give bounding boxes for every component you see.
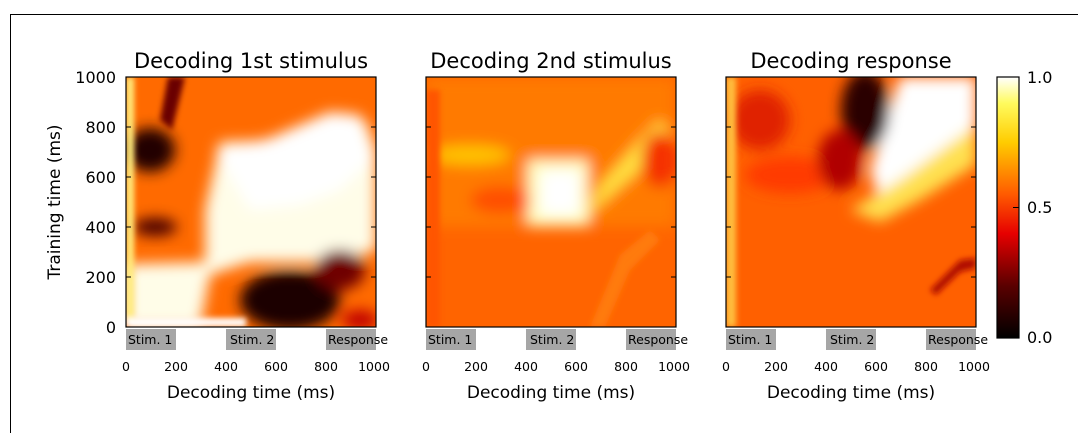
y-tick-label: 1000 [75, 68, 116, 87]
heatmap-panel-3 [725, 76, 977, 328]
x-tick-label: 800 [614, 359, 638, 374]
x-tick-label: 600 [264, 359, 288, 374]
epoch-label: Response [628, 332, 688, 347]
x-tick-label: 800 [914, 359, 938, 374]
x-tick-label: 0 [722, 359, 730, 374]
x-ticks-panel-2: 0 200 400 600 800 1000 [422, 359, 690, 374]
epoch-label: Response [328, 332, 388, 347]
x-ticks-panel-3: 0 200 400 600 800 1000 [722, 359, 990, 374]
epoch-bar [826, 329, 876, 350]
x-axis-label-panel-3: Decoding time (ms) [767, 383, 935, 403]
colorbar: 1.0 0.5 0.0 [996, 68, 1052, 347]
colorbar-tick-label: 1.0 [1027, 68, 1052, 87]
heatmap-panel-1 [125, 76, 377, 328]
panel-1-title: Decoding 1st stimulus [134, 49, 368, 73]
epoch-bars: Stim. 1 Stim. 2 Response Stim. 1 Stim. 2… [126, 329, 988, 350]
heatmap-3-image [726, 77, 976, 327]
epoch-label: Response [928, 332, 988, 347]
epoch-label: Stim. 2 [830, 332, 874, 347]
epoch-bar [726, 329, 776, 350]
x-tick-label: 200 [764, 359, 788, 374]
heatmap-2-frame [425, 76, 677, 328]
x-tick-label: 400 [514, 359, 538, 374]
heatmap-1-frame [125, 76, 377, 328]
x-tick-label: 1000 [958, 359, 990, 374]
x-tick-label: 1000 [658, 359, 690, 374]
y-axis-label: Training time (ms) [45, 125, 65, 281]
x-tick-label: 1000 [358, 359, 390, 374]
panel-3-title: Decoding response [750, 49, 951, 73]
epoch-bar [626, 329, 676, 350]
x-tick-label: 400 [214, 359, 238, 374]
x-axis-label-panel-1: Decoding time (ms) [167, 383, 335, 403]
x-axis-label-panel-2: Decoding time (ms) [467, 383, 635, 403]
epoch-bar [526, 329, 576, 350]
x-tick-label: 600 [564, 359, 588, 374]
epoch-bar [926, 329, 976, 350]
y-tick-label: 400 [85, 218, 116, 237]
heatmap-1-image [126, 77, 376, 327]
epoch-label: Stim. 2 [530, 332, 574, 347]
epoch-bar [426, 329, 476, 350]
epoch-label: Stim. 1 [428, 332, 472, 347]
colorbar-tick-label: 0.0 [1027, 328, 1052, 347]
panel-2-title: Decoding 2nd stimulus [430, 49, 672, 73]
x-ticks-panel-1: 0 200 400 600 800 1000 [122, 359, 390, 374]
y-tick-marks [126, 126, 976, 278]
x-tick-label: 200 [464, 359, 488, 374]
heatmap-3-frame [725, 76, 977, 328]
x-tick-label: 800 [314, 359, 338, 374]
y-ticks: 0 200 400 600 800 1000 [75, 68, 116, 337]
x-tick-label: 600 [864, 359, 888, 374]
epoch-label: Stim. 2 [230, 332, 274, 347]
epoch-label: Stim. 1 [128, 332, 172, 347]
y-tick-label: 200 [85, 268, 116, 287]
heatmap-2-image [426, 77, 676, 327]
colorbar-tick-label: 0.5 [1027, 198, 1052, 217]
x-tick-label: 0 [422, 359, 430, 374]
x-tick-label: 400 [814, 359, 838, 374]
epoch-bar [126, 329, 176, 350]
y-tick-label: 800 [85, 118, 116, 137]
epoch-bar [226, 329, 276, 350]
colorbar-gradient [997, 77, 1019, 338]
epoch-bar [326, 329, 376, 350]
heatmap-panel-2 [425, 76, 677, 328]
y-tick-label: 0 [106, 318, 116, 337]
x-tick-label: 0 [122, 359, 130, 374]
y-tick-label: 600 [85, 168, 116, 187]
x-tick-label: 200 [164, 359, 188, 374]
epoch-label: Stim. 1 [728, 332, 772, 347]
